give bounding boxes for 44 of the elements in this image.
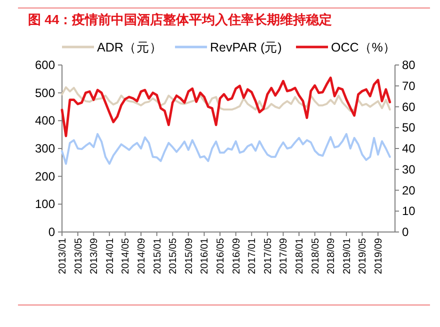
legend-label: RevPAR (元) xyxy=(210,40,282,54)
y-tick-label: 0 xyxy=(48,225,56,239)
y-tick-label: 200 xyxy=(34,169,56,184)
x-tick-label: 2018/05 xyxy=(310,238,322,274)
x-tick-label: 2019/01 xyxy=(342,238,353,274)
line-series xyxy=(61,86,391,112)
x-tick-label: 2014/05 xyxy=(120,238,132,274)
x-tick-label: 2016/09 xyxy=(231,238,242,274)
x-tick-label: 2016/05 xyxy=(216,238,227,274)
x-tick-label: 2014/01 xyxy=(104,238,116,274)
y2-tick-label: 20 xyxy=(402,183,416,198)
x-tick-label: 2017/01 xyxy=(247,238,258,274)
y2-tick-label: 60 xyxy=(402,100,416,114)
y-tick-label: 100 xyxy=(34,197,56,212)
legend-label: ADR（元） xyxy=(97,40,162,54)
x-tick-label: 2014/09 xyxy=(136,238,148,274)
line-series xyxy=(61,133,391,165)
y2-tick-label: 0 xyxy=(402,225,409,239)
y2-tick-label: 70 xyxy=(402,78,416,93)
y-tick-label: 400 xyxy=(34,114,56,128)
y2-tick-label: 80 xyxy=(402,58,416,72)
x-tick-label: 2019/05 xyxy=(358,238,369,274)
y2-tick-label: 50 xyxy=(402,120,416,135)
x-tick-label: 2015/01 xyxy=(152,238,164,274)
y-tick-label: 300 xyxy=(34,142,56,156)
chart-title: 图 44：疫情前中国酒店整体平均入住率长期维持稳定 xyxy=(28,12,332,27)
y-tick-label: 600 xyxy=(34,58,56,72)
y-tick-label: 500 xyxy=(34,86,56,100)
x-tick-label: 2016/01 xyxy=(200,238,211,274)
x-tick-label: 2015/09 xyxy=(184,238,195,274)
x-tick-label: 2015/05 xyxy=(168,238,180,274)
x-tick-label: 2018/09 xyxy=(326,238,338,274)
line-series xyxy=(60,76,392,138)
x-tick-label: 2019/09 xyxy=(374,238,385,274)
x-tick-label: 2013/05 xyxy=(73,238,84,274)
x-tick-label: 2018/01 xyxy=(294,238,306,274)
x-tick-label: 2017/09 xyxy=(278,238,290,274)
y2-tick-label: 10 xyxy=(402,204,416,218)
x-tick-label: 2013/09 xyxy=(89,238,100,274)
x-tick-label: 2017/05 xyxy=(262,238,274,274)
x-tick-label: 2013/01 xyxy=(58,238,68,274)
legend-label: OCC（%） xyxy=(331,40,396,54)
y2-tick-label: 40 xyxy=(402,142,416,156)
y2-tick-label: 30 xyxy=(402,162,416,176)
